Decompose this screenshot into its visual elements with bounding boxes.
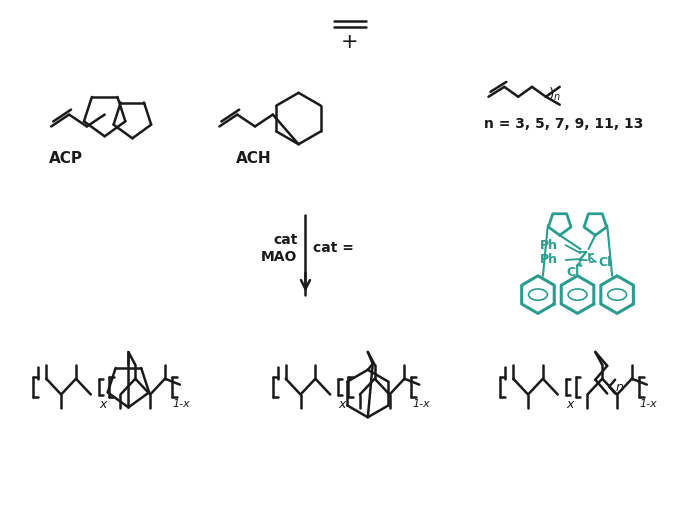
Text: n = 3, 5, 7, 9, 11, 13: n = 3, 5, 7, 9, 11, 13 bbox=[484, 117, 643, 131]
Text: x: x bbox=[99, 398, 106, 411]
Text: x: x bbox=[566, 398, 573, 411]
Text: cat: cat bbox=[273, 233, 298, 247]
Text: x: x bbox=[338, 398, 346, 411]
Text: n: n bbox=[615, 381, 623, 394]
Text: MAO: MAO bbox=[261, 250, 298, 264]
Text: ACP: ACP bbox=[49, 150, 83, 165]
Text: 1-x: 1-x bbox=[412, 400, 430, 409]
Text: ACH: ACH bbox=[236, 150, 272, 165]
Text: Cl: Cl bbox=[566, 266, 579, 279]
Text: cat =: cat = bbox=[314, 241, 354, 255]
Text: Cl: Cl bbox=[598, 256, 612, 269]
Text: Ph: Ph bbox=[540, 253, 558, 266]
Text: Zr: Zr bbox=[577, 250, 594, 264]
Text: +: + bbox=[341, 33, 359, 52]
Text: 1-x: 1-x bbox=[640, 400, 657, 409]
Text: 1-x: 1-x bbox=[173, 400, 190, 409]
Text: $)_n$: $)_n$ bbox=[548, 86, 561, 103]
Text: Ph: Ph bbox=[540, 239, 558, 252]
